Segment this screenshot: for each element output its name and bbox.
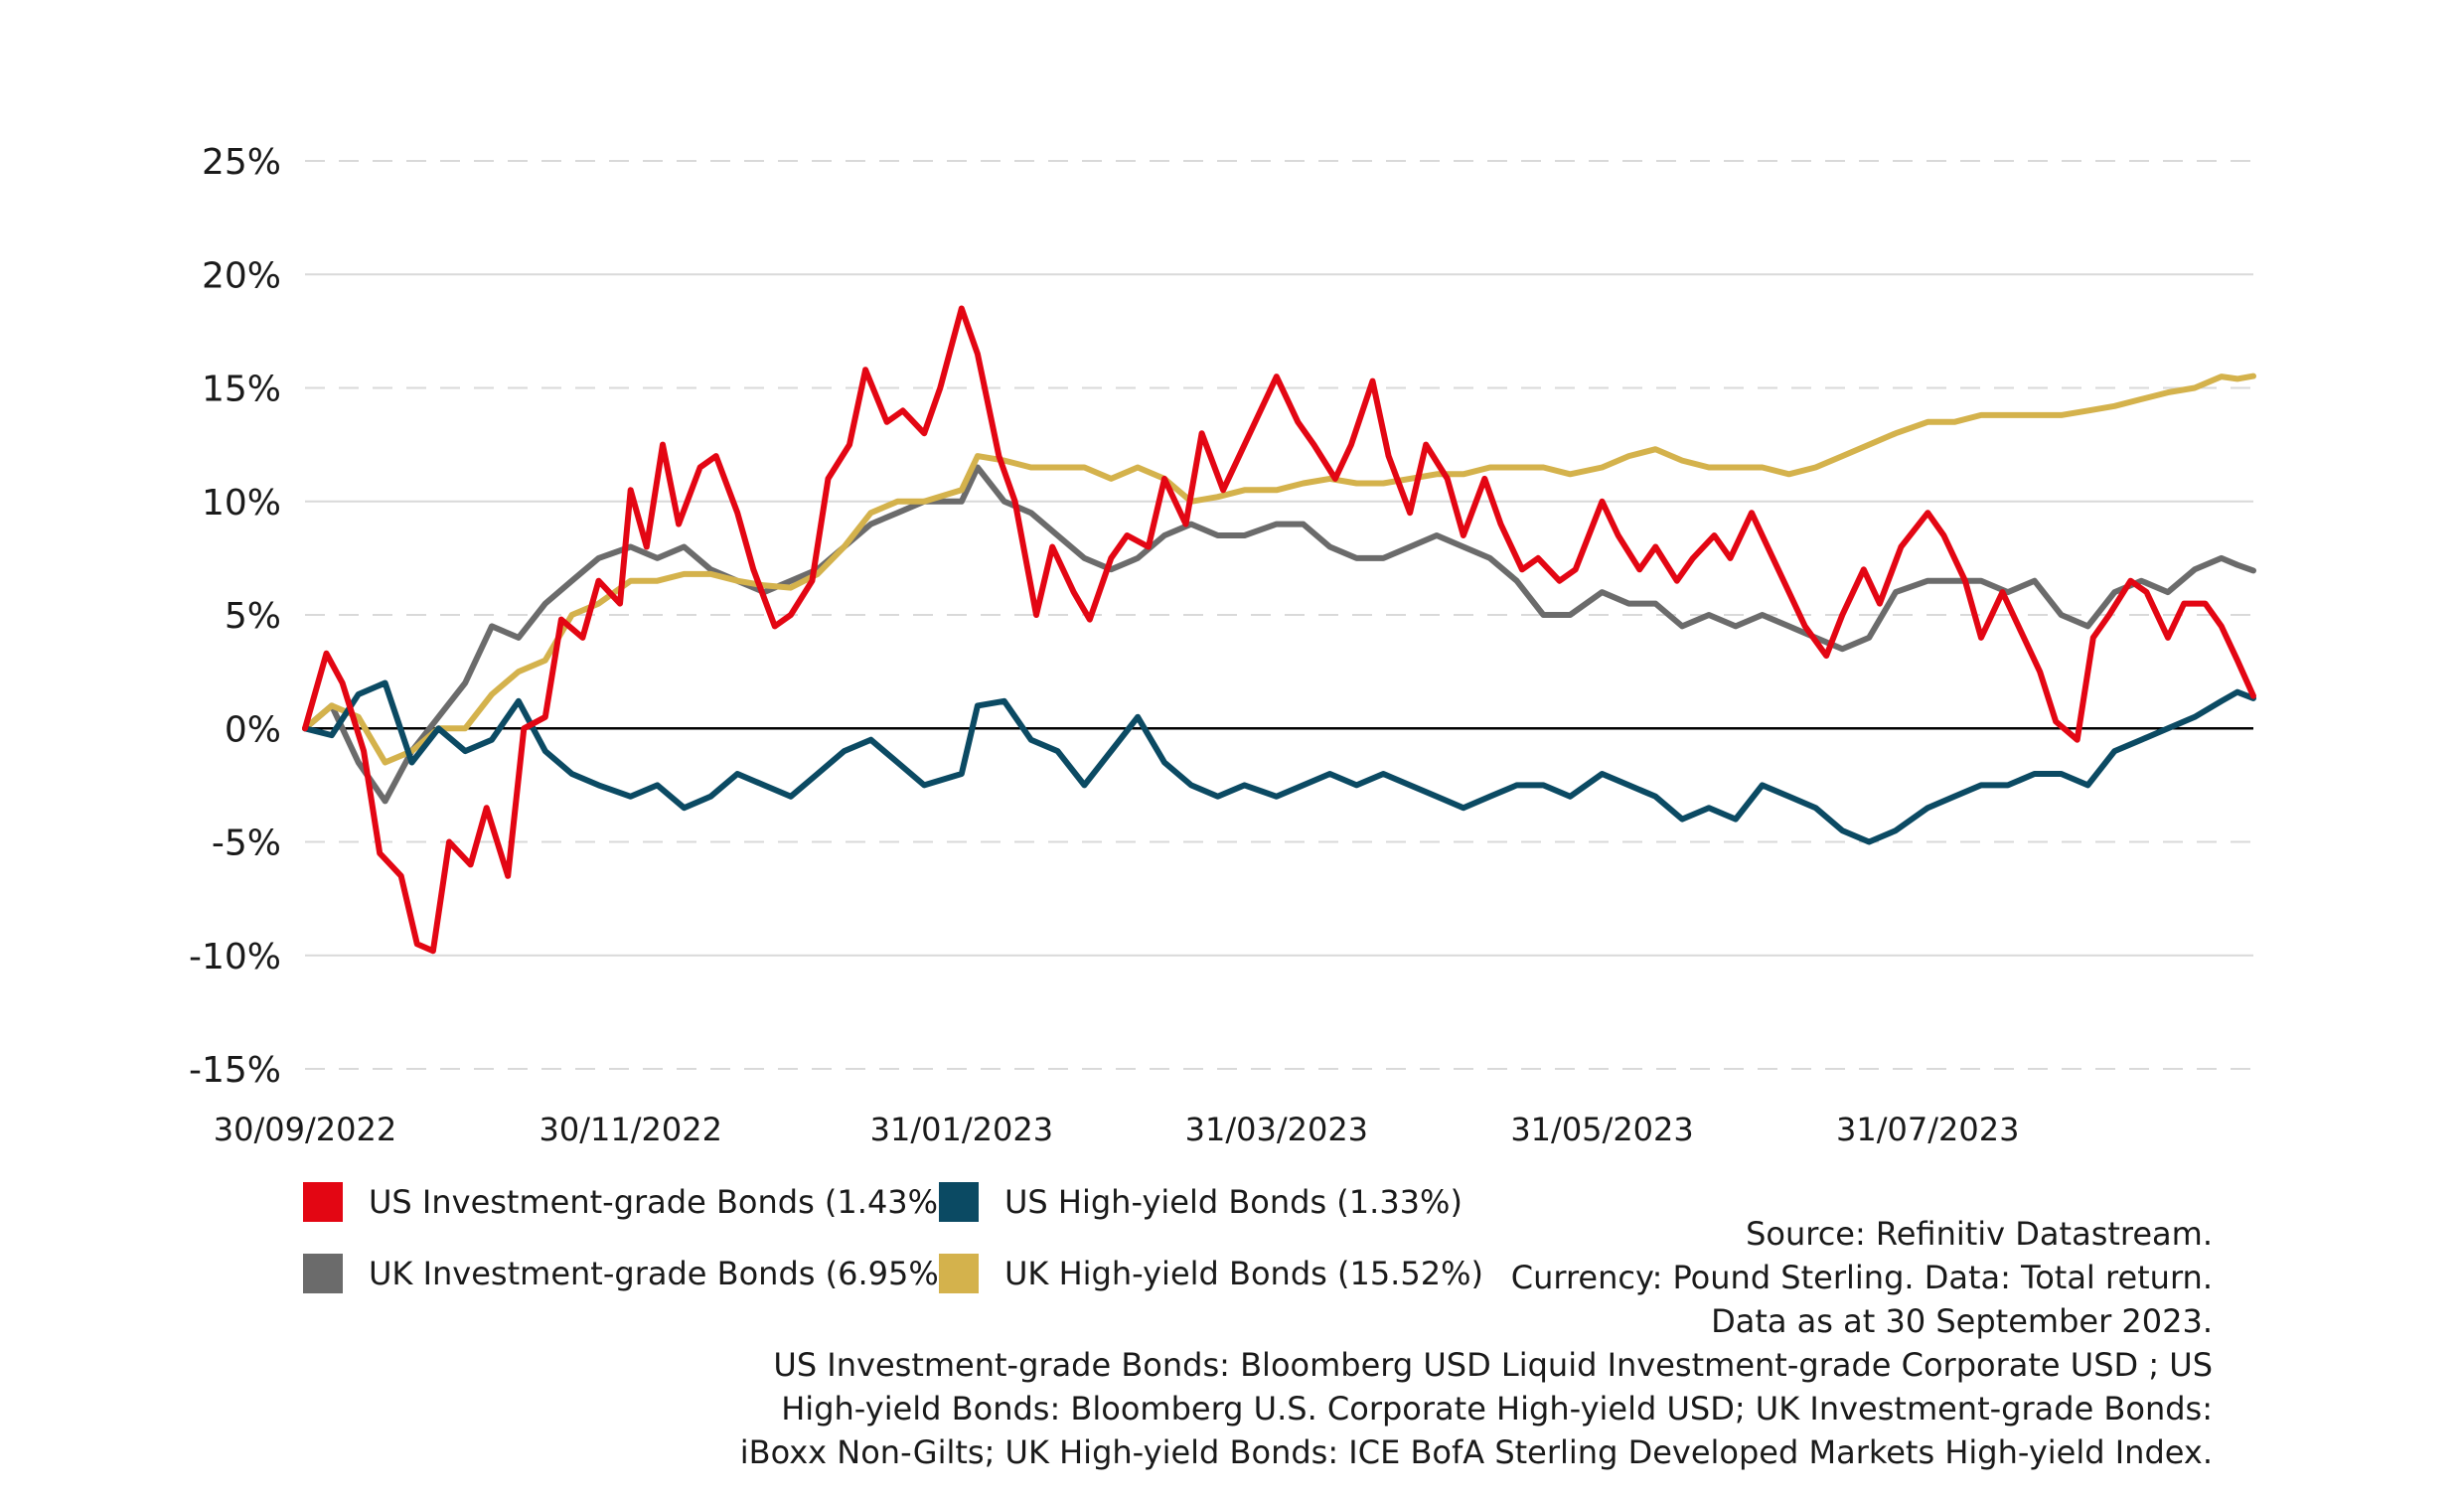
legend-label-us-ig: US Investment-grade Bonds (1.43%) <box>369 1183 951 1221</box>
legend-label-us-hy: US High-yield Bonds (1.33%) <box>1004 1183 1463 1221</box>
y-tick-label: 5% <box>225 596 281 637</box>
y-tick-label: 15% <box>202 370 281 410</box>
x-tick-label: 31/07/2023 <box>1836 1111 2019 1148</box>
series-line-uk-ig <box>302 464 2256 805</box>
y-tick-label: -5% <box>212 824 281 864</box>
x-tick-label: 30/11/2022 <box>539 1111 722 1148</box>
note-index-definitions-2: High-yield Bonds: Bloomberg U.S. Corpora… <box>781 1390 2213 1427</box>
legend-swatch-uk-ig <box>303 1254 343 1293</box>
series-lines <box>302 305 2256 955</box>
legend-label-uk-ig: UK Investment-grade Bonds (6.95%) <box>369 1255 952 1292</box>
legend: US Investment-grade Bonds (1.43%) US Hig… <box>303 1182 1495 1341</box>
series-line-us-hy <box>302 679 2256 845</box>
source-notes: Source: Refinitiv Datastream. Currency: … <box>722 1212 2213 1474</box>
legend-swatch-us-hy <box>939 1182 979 1222</box>
note-index-definitions-3: iBoxx Non-Gilts; UK High-yield Bonds: IC… <box>739 1433 2213 1471</box>
y-tick-label: 20% <box>202 255 281 296</box>
x-tick-label: 30/09/2022 <box>214 1111 396 1148</box>
grid-lines <box>305 160 2253 1070</box>
note-currency: Currency: Pound Sterling. Data: Total re… <box>1510 1259 2213 1296</box>
legend-item-uk-hy: UK High-yield Bonds (15.52%) <box>939 1254 1483 1293</box>
x-axis: 30/09/2022 30/11/2022 31/01/2023 31/03/2023… <box>214 1111 2020 1148</box>
legend-item-us-ig: US Investment-grade Bonds (1.43%) <box>303 1182 951 1222</box>
y-tick-label: -10% <box>189 937 281 977</box>
legend-item-uk-ig: UK Investment-grade Bonds (6.95%) <box>303 1254 951 1293</box>
y-tick-label: 25% <box>202 142 281 183</box>
legend-label-uk-hy: UK High-yield Bonds (15.52%) <box>1004 1255 1483 1292</box>
y-tick-label: 10% <box>202 483 281 524</box>
legend-swatch-uk-hy <box>939 1254 979 1293</box>
series-line-uk-hy <box>302 373 2256 766</box>
y-tick-label: -15% <box>189 1050 281 1091</box>
x-tick-label: 31/05/2023 <box>1510 1111 1693 1148</box>
line-chart: 25%20%15%10%5%0%-5%-10%-15% 30/09/2022 30… <box>189 142 2256 1148</box>
x-tick-label: 31/01/2023 <box>870 1111 1053 1148</box>
y-axis: 25% 20% 15% 10% 5% 0% -5% -10% -15% <box>189 142 281 1091</box>
note-source: Source: Refinitiv Datastream. <box>1746 1215 2213 1253</box>
legend-item-us-hy: US High-yield Bonds (1.33%) <box>939 1182 1463 1222</box>
y-tick-label: 0% <box>225 709 281 750</box>
note-date: Data as at 30 September 2023. <box>1711 1302 2213 1340</box>
series-line-us-ig <box>302 305 2256 955</box>
legend-swatch-us-ig <box>303 1182 343 1222</box>
x-tick-label: 31/03/2023 <box>1185 1111 1368 1148</box>
note-index-definitions-1: US Investment-grade Bonds: Bloomberg USD… <box>773 1346 2213 1384</box>
